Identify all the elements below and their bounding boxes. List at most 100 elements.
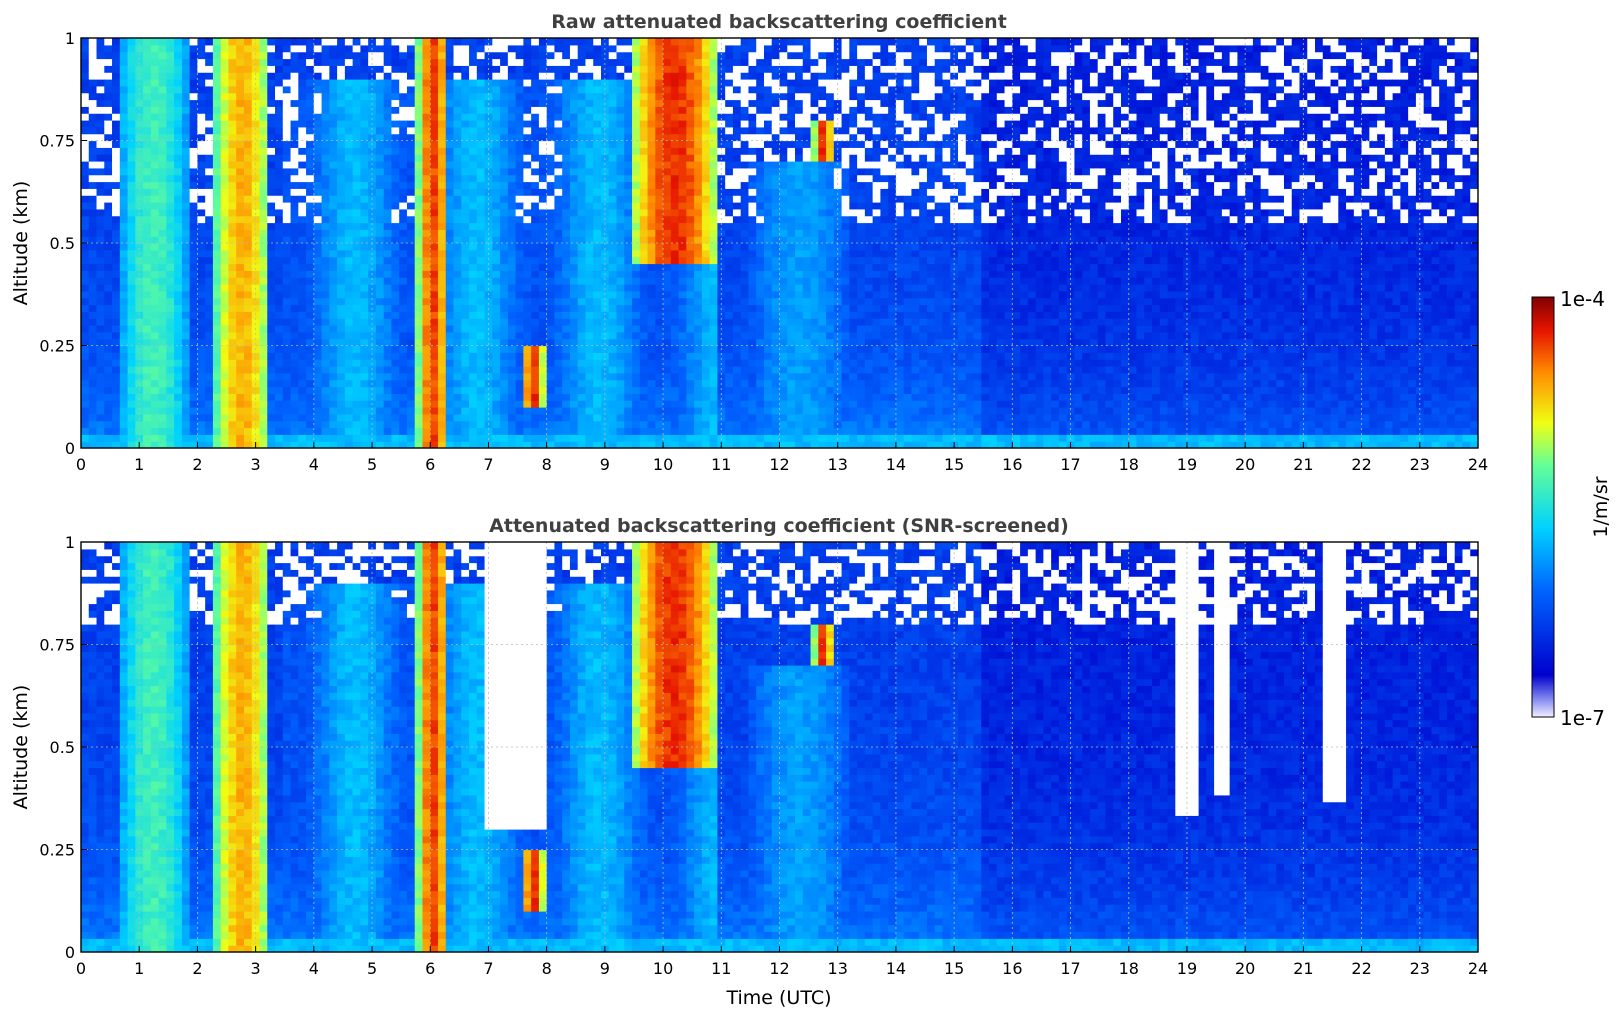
heatmap-cell bbox=[344, 359, 354, 367]
heatmap-cell bbox=[608, 51, 618, 60]
heatmap-cell bbox=[251, 297, 261, 306]
heatmap-cell bbox=[321, 44, 330, 53]
heatmap-cell bbox=[104, 256, 113, 265]
heatmap-cell bbox=[585, 311, 594, 319]
heatmap-cell bbox=[197, 304, 206, 312]
heatmap-cell bbox=[515, 304, 524, 312]
heatmap-cell bbox=[569, 311, 579, 319]
heatmap-cell bbox=[112, 58, 121, 66]
heatmap-cell bbox=[197, 195, 206, 203]
heatmap-cell bbox=[492, 427, 501, 435]
heatmap-cell bbox=[453, 400, 462, 408]
heatmap-cell bbox=[189, 58, 199, 66]
heatmap-cell bbox=[282, 174, 292, 183]
heatmap-cell bbox=[298, 195, 307, 203]
heatmap-cell bbox=[717, 181, 726, 189]
heatmap-cell bbox=[81, 208, 90, 217]
heatmap-cell bbox=[670, 284, 680, 292]
heatmap-cell bbox=[119, 263, 129, 271]
heatmap-cell bbox=[554, 133, 563, 142]
heatmap-cell bbox=[577, 249, 587, 258]
heatmap-cell bbox=[337, 58, 346, 66]
heatmap-cell bbox=[585, 140, 594, 148]
heatmap-cell bbox=[104, 44, 113, 53]
heatmap-cell bbox=[492, 249, 501, 258]
heatmap-cell bbox=[422, 290, 431, 299]
heatmap-cell bbox=[600, 79, 610, 87]
heatmap-cell bbox=[492, 304, 501, 312]
heatmap-cell bbox=[236, 297, 245, 306]
heatmap-cell bbox=[438, 92, 447, 101]
heatmap-cell bbox=[119, 99, 129, 107]
heatmap-cell bbox=[600, 202, 610, 210]
heatmap-cell bbox=[678, 222, 687, 230]
heatmap-cell bbox=[608, 188, 618, 196]
heatmap-cell bbox=[212, 270, 222, 278]
heatmap-cell bbox=[694, 133, 703, 142]
heatmap-cell bbox=[438, 188, 447, 196]
heatmap-cell bbox=[383, 256, 393, 265]
heatmap-cell bbox=[577, 113, 587, 121]
heatmap-cell bbox=[670, 161, 680, 169]
heatmap-cell bbox=[212, 222, 222, 230]
heatmap-cell bbox=[701, 188, 711, 196]
heatmap-cell bbox=[127, 51, 136, 60]
heatmap-cell bbox=[694, 44, 703, 53]
heatmap-cell bbox=[484, 72, 493, 80]
heatmap-cell bbox=[593, 65, 602, 73]
heatmap-cell bbox=[515, 106, 524, 114]
heatmap-cell bbox=[414, 325, 424, 333]
heatmap-cell bbox=[647, 352, 656, 360]
heatmap-cell bbox=[298, 386, 307, 394]
heatmap-cell bbox=[569, 325, 579, 333]
heatmap-cell bbox=[189, 99, 199, 107]
heatmap-cell bbox=[701, 413, 711, 422]
heatmap-cell bbox=[554, 249, 563, 258]
heatmap-cell bbox=[329, 359, 338, 367]
heatmap-cell bbox=[624, 229, 633, 237]
heatmap-cell bbox=[119, 386, 129, 394]
heatmap-cell bbox=[554, 229, 563, 237]
heatmap-cell bbox=[531, 51, 540, 60]
heatmap-cell bbox=[445, 147, 455, 155]
heatmap-cell bbox=[306, 338, 315, 347]
heatmap-cell bbox=[259, 126, 268, 135]
heatmap-cell bbox=[391, 202, 400, 210]
heatmap-cell bbox=[476, 202, 486, 210]
heatmap-cell bbox=[143, 318, 152, 326]
heatmap-cell bbox=[655, 290, 664, 299]
heatmap-cell bbox=[228, 79, 237, 87]
heatmap-cell bbox=[158, 434, 167, 442]
heatmap-cell bbox=[344, 243, 354, 251]
heatmap-cell bbox=[492, 51, 501, 60]
heatmap-cell bbox=[476, 359, 486, 367]
heatmap-cell bbox=[717, 284, 726, 292]
heatmap-cell bbox=[104, 167, 113, 176]
heatmap-cell bbox=[143, 270, 152, 278]
heatmap-cell bbox=[81, 325, 90, 333]
heatmap-cell bbox=[406, 393, 416, 401]
heatmap-cell bbox=[569, 270, 579, 278]
heatmap-cell bbox=[127, 236, 136, 244]
heatmap-cell bbox=[205, 263, 214, 271]
heatmap-cell bbox=[212, 338, 222, 347]
heatmap-cell bbox=[119, 229, 129, 237]
heatmap-cell bbox=[282, 420, 292, 429]
heatmap-cell bbox=[267, 222, 276, 230]
heatmap-cell bbox=[81, 133, 90, 142]
heatmap-cell bbox=[143, 120, 152, 128]
heatmap-cell bbox=[127, 359, 136, 367]
heatmap-cell bbox=[585, 249, 594, 258]
heatmap-cell bbox=[197, 270, 206, 278]
heatmap-cell bbox=[438, 338, 447, 347]
heatmap-cell bbox=[337, 386, 346, 394]
heatmap-cell bbox=[678, 188, 687, 196]
heatmap-cell bbox=[267, 85, 276, 94]
heatmap-cell bbox=[422, 215, 431, 224]
heatmap-cell bbox=[375, 174, 385, 183]
heatmap-cell bbox=[174, 284, 183, 292]
heatmap-cell bbox=[352, 120, 361, 128]
heatmap-cell bbox=[96, 208, 105, 217]
heatmap-cell bbox=[531, 318, 540, 326]
heatmap-cell bbox=[259, 263, 268, 271]
